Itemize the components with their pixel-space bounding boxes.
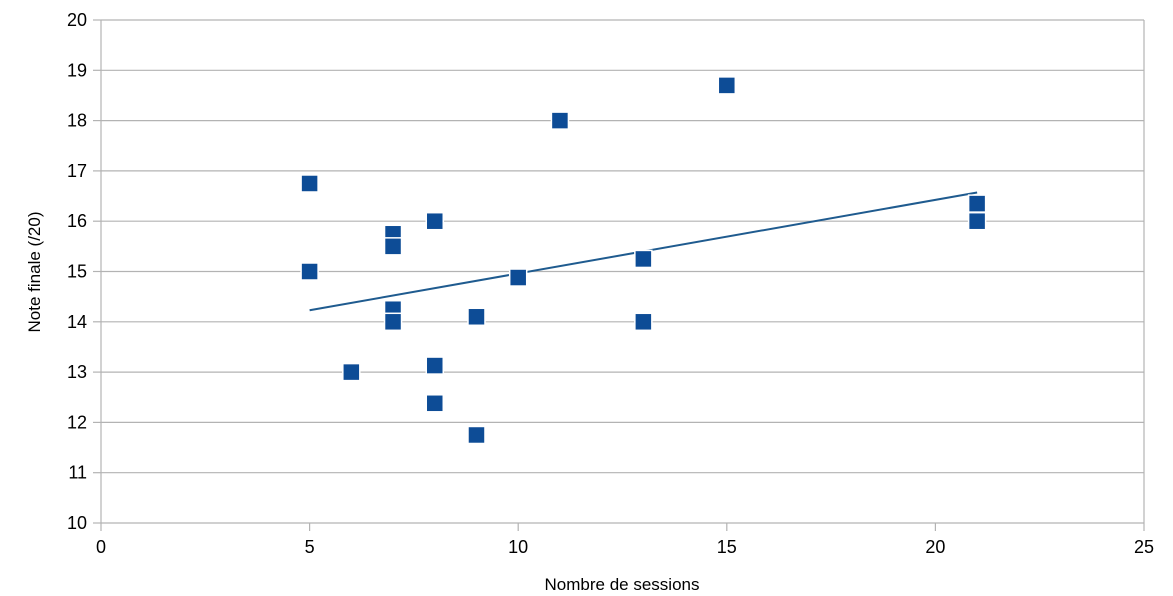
x-axis-title: Nombre de sessions [545, 575, 700, 594]
data-point [467, 425, 486, 445]
y-tick-label: 10 [67, 513, 87, 533]
data-point [717, 76, 737, 95]
data-point [425, 356, 445, 375]
y-axis-title: Note finale (/20) [25, 212, 44, 333]
y-tick-label: 13 [67, 362, 87, 382]
y-tick-label: 14 [67, 312, 87, 332]
data-point [550, 111, 570, 130]
data-point [508, 268, 528, 287]
gridlines [101, 19, 1144, 524]
data-points [300, 76, 987, 445]
x-tick-label: 20 [925, 537, 945, 557]
data-point [342, 362, 361, 382]
x-tick-label: 25 [1134, 537, 1154, 557]
y-tick-label: 18 [67, 111, 87, 131]
data-point [383, 312, 403, 332]
y-tick-label: 15 [67, 262, 87, 282]
data-point [967, 211, 987, 231]
y-tick-label: 20 [67, 10, 87, 30]
y-tick-label: 19 [67, 60, 87, 80]
data-point [300, 174, 319, 193]
y-tick-label: 16 [67, 211, 87, 231]
data-point [634, 312, 653, 332]
data-point [425, 211, 445, 231]
data-point [634, 249, 653, 269]
data-point [467, 307, 486, 327]
data-point [425, 394, 445, 413]
data-point [383, 237, 403, 256]
x-tick-label: 0 [96, 537, 106, 557]
y-tick-labels: 10 11 12 13 14 15 16 17 18 19 20 [67, 10, 87, 533]
data-point [300, 262, 319, 281]
x-tick-label: 15 [717, 537, 737, 557]
x-tick-label: 5 [305, 537, 315, 557]
x-tick-label: 10 [508, 537, 528, 557]
data-point [967, 194, 987, 213]
y-tick-label: 12 [67, 412, 87, 432]
x-tick-labels: 0 5 10 15 20 25 [96, 537, 1154, 557]
y-tick-label: 17 [67, 161, 87, 181]
y-tick-label: 11 [68, 463, 87, 483]
axes [93, 19, 1145, 531]
